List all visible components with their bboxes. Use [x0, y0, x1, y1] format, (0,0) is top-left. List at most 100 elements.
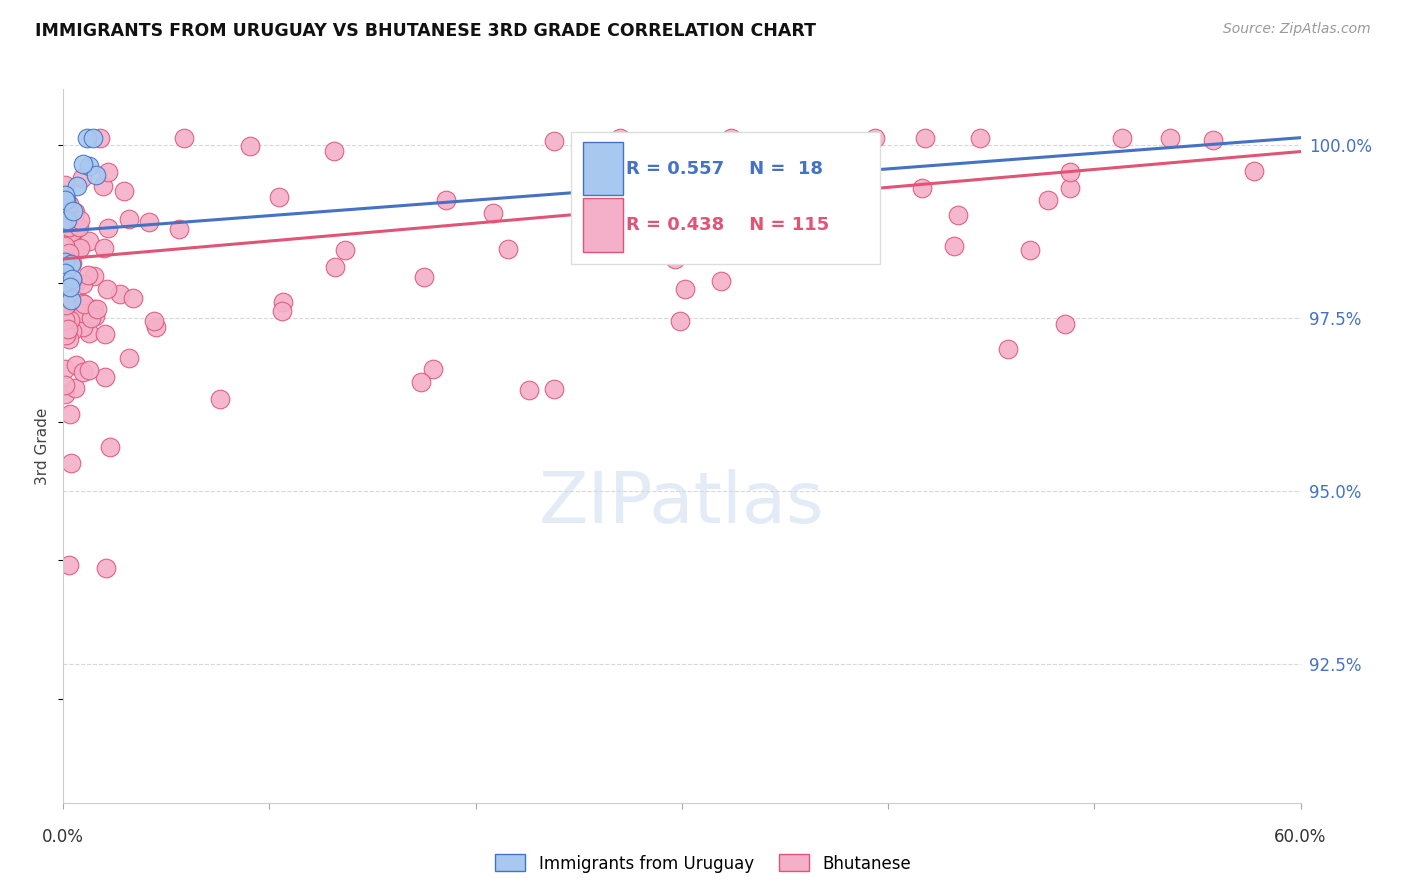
Point: [59, 293, 82, 307]
Text: 60.0%: 60.0%: [1274, 828, 1327, 846]
Point: [664, 252, 686, 267]
Point: [422, 361, 444, 376]
Point: [55, 193, 77, 207]
Point: [89, 130, 111, 145]
Point: [55, 298, 77, 312]
Point: [70, 170, 93, 185]
Text: 0.0%: 0.0%: [42, 828, 84, 846]
Point: [56, 286, 79, 301]
Point: [77, 326, 100, 341]
Point: [96, 282, 118, 296]
Point: [94, 326, 117, 341]
Point: [97, 221, 120, 235]
Text: Source: ZipAtlas.com: Source: ZipAtlas.com: [1223, 22, 1371, 37]
Point: [53, 309, 76, 323]
Point: [412, 269, 434, 284]
Point: [83, 309, 105, 323]
Point: [673, 281, 696, 295]
Legend: Immigrants from Uruguay, Bhutanese: Immigrants from Uruguay, Bhutanese: [488, 847, 918, 880]
FancyBboxPatch shape: [583, 142, 623, 195]
Point: [60, 272, 83, 286]
Point: [827, 196, 849, 211]
Point: [58, 246, 80, 260]
Point: [145, 319, 167, 334]
Point: [67, 243, 90, 257]
Point: [53, 193, 76, 207]
Point: [94, 370, 117, 384]
Point: [322, 144, 344, 158]
Point: [751, 197, 773, 211]
Point: [53, 362, 76, 376]
Point: [121, 291, 143, 305]
Point: [100, 440, 122, 454]
Point: [60, 256, 83, 270]
Point: [863, 130, 886, 145]
Point: [720, 130, 742, 145]
Point: [97, 165, 120, 179]
Point: [60, 257, 83, 271]
Point: [1019, 243, 1042, 257]
Point: [53, 266, 76, 280]
Point: [271, 295, 294, 310]
Point: [53, 387, 76, 401]
Point: [270, 304, 292, 318]
Point: [72, 320, 94, 334]
Point: [72, 157, 94, 171]
Point: [1059, 181, 1081, 195]
Point: [56, 321, 79, 335]
Point: [710, 274, 733, 288]
Point: [84, 168, 107, 182]
Point: [65, 359, 87, 373]
Point: [53, 239, 76, 253]
Point: [55, 327, 77, 342]
Text: ZIPatlas: ZIPatlas: [538, 468, 825, 538]
Point: [93, 242, 115, 256]
Point: [62, 204, 84, 219]
Text: IMMIGRANTS FROM URUGUAY VS BHUTANESE 3RD GRADE CORRELATION CHART: IMMIGRANTS FROM URUGUAY VS BHUTANESE 3RD…: [35, 22, 815, 40]
Point: [1054, 317, 1077, 331]
Point: [53, 313, 76, 327]
Point: [752, 150, 775, 164]
Point: [914, 130, 936, 145]
Point: [70, 295, 93, 310]
Point: [731, 172, 754, 186]
Point: [59, 407, 82, 421]
Point: [69, 241, 91, 255]
Point: [409, 375, 432, 389]
Point: [946, 208, 969, 222]
Point: [77, 268, 100, 283]
Point: [609, 130, 631, 145]
Point: [83, 302, 105, 317]
Point: [1159, 130, 1181, 145]
Point: [67, 219, 90, 234]
Point: [77, 363, 100, 377]
Point: [436, 193, 458, 207]
Point: [910, 181, 932, 195]
Point: [517, 384, 540, 398]
Point: [1202, 133, 1225, 147]
Point: [997, 342, 1019, 356]
Point: [56, 201, 79, 215]
Point: [53, 188, 76, 202]
FancyBboxPatch shape: [571, 132, 880, 264]
Point: [53, 255, 76, 269]
Point: [543, 134, 565, 148]
Point: [60, 272, 83, 286]
Point: [72, 277, 94, 291]
Point: [325, 260, 347, 275]
Point: [167, 222, 190, 236]
Point: [239, 139, 262, 153]
Point: [1243, 164, 1265, 178]
Point: [59, 280, 82, 294]
Point: [112, 184, 135, 198]
Text: R = 0.557    N =  18: R = 0.557 N = 18: [626, 160, 824, 178]
Point: [969, 130, 991, 145]
Point: [66, 178, 89, 193]
Point: [80, 310, 103, 325]
Point: [58, 332, 80, 346]
Point: [942, 238, 965, 252]
Point: [142, 314, 165, 328]
Y-axis label: 3rd Grade: 3rd Grade: [35, 408, 51, 484]
Point: [138, 215, 160, 229]
Point: [1038, 193, 1060, 207]
